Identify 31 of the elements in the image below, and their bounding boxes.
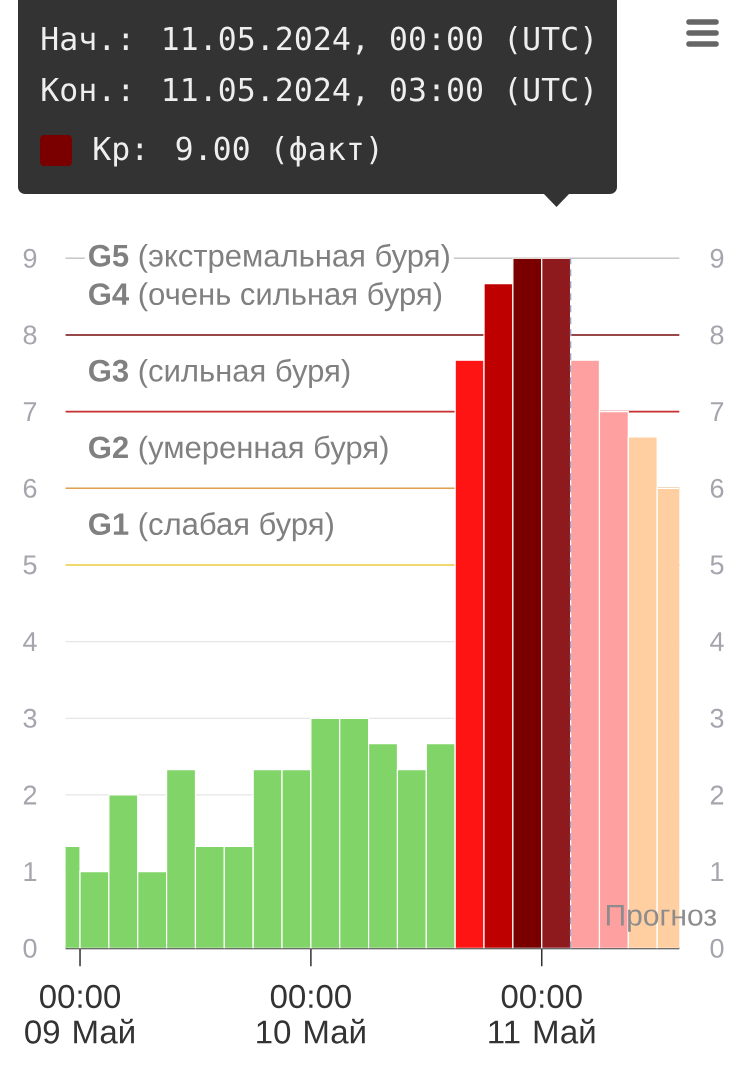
x-tick-label: 00:00 10 Май	[257, 984, 365, 1044]
y-tick-label: 6	[23, 478, 37, 498]
y2-tick-label: 5	[710, 555, 724, 575]
y-tick-label: 8	[23, 325, 37, 345]
y-tick-label: 0	[23, 938, 37, 958]
y-tick-label: 3	[23, 708, 37, 728]
ref-line-label: G4 (очень сильная буря)	[89, 282, 442, 312]
y2-tick-label: 7	[710, 402, 724, 421]
y2-tick-label: 4	[710, 632, 724, 651]
y-tick-label: 7	[23, 402, 37, 421]
y2-tick-label: 2	[710, 785, 724, 805]
y-tick-label: 2	[23, 785, 37, 805]
x-tick-label: 00:00 09 Май	[25, 984, 134, 1044]
ref-line-label: G2 (умеренная буря)	[89, 435, 388, 465]
text: Кон.: 11.05.2024, 03:00 (UTC)	[42, 77, 592, 106]
y2-tick-label: 3	[710, 708, 724, 728]
y2-tick-label: 6	[710, 478, 724, 498]
ref-line-label: G5 (экстремальная буря)	[89, 243, 449, 273]
y2-tick-label: 9	[710, 248, 724, 268]
ref-line-label: G3 (сильная буря)	[89, 358, 350, 388]
text: Kp: 9.00 (факт)	[94, 136, 378, 167]
y2-tick-label: 8	[710, 325, 724, 345]
ref-line-label: G1 (слабая буря)	[89, 512, 333, 542]
text: Нач.: 11.05.2024, 00:00 (UTC)	[42, 26, 592, 55]
x-tick-label: 00:00 11 Май	[489, 984, 595, 1044]
y-tick-label: 9	[23, 248, 37, 268]
y-tick-label: 1	[24, 862, 37, 881]
y2-tick-label: 1	[711, 862, 724, 881]
y-tick-label: 5	[23, 555, 37, 575]
y2-tick-label: 0	[710, 938, 724, 958]
y-tick-label: 4	[23, 632, 37, 651]
